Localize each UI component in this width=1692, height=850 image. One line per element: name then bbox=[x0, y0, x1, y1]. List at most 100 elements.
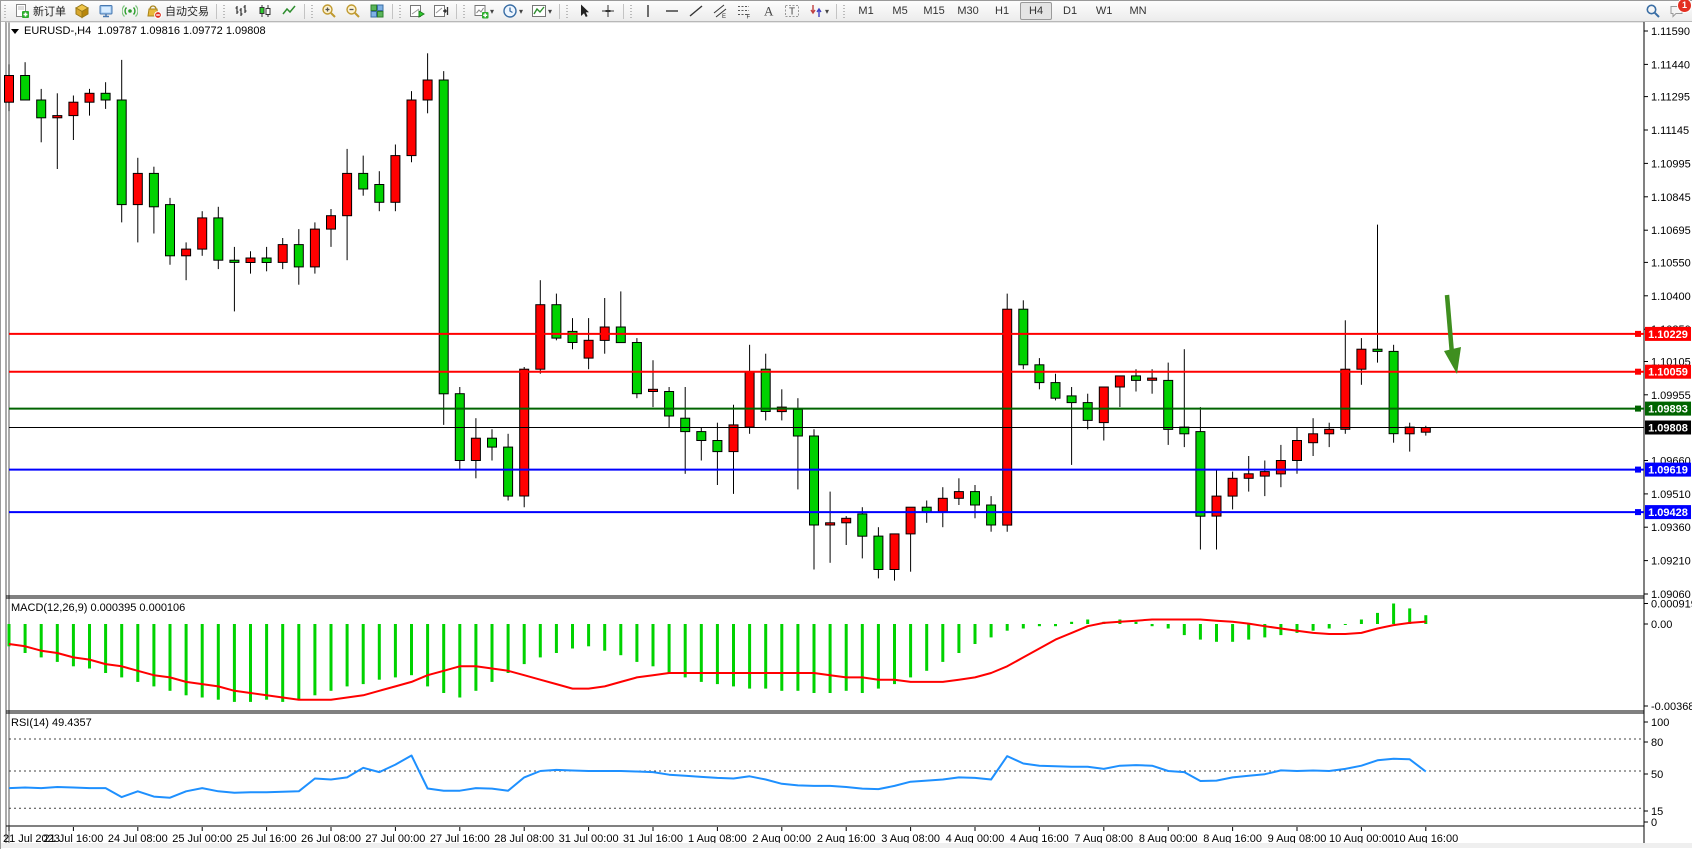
vline-button[interactable] bbox=[637, 1, 659, 21]
text-icon: A bbox=[760, 3, 776, 19]
hline-1.09428[interactable]: 1.09428 bbox=[9, 505, 1691, 520]
chart-canvas[interactable]: 1.11590 1.11440 1.11295 1.11145 1.10995 1.108… bbox=[1, 21, 1692, 850]
monitor-icon bbox=[98, 3, 114, 19]
auto-scroll-button[interactable] bbox=[406, 1, 428, 21]
notifications-button[interactable]: 1 bbox=[1666, 0, 1692, 21]
hline-1.09893[interactable]: 1.09893 bbox=[9, 401, 1691, 416]
timeframe-M30-button[interactable]: M30 bbox=[957, 5, 979, 17]
svg-text:10 Aug 00:00: 10 Aug 00:00 bbox=[1329, 833, 1394, 845]
crosshair-button[interactable] bbox=[597, 1, 619, 21]
svg-text:1.11440: 1.11440 bbox=[1651, 59, 1690, 71]
svg-text:E: E bbox=[722, 14, 726, 19]
indicators-button[interactable]: ▾ bbox=[528, 1, 555, 21]
candle-chart-button[interactable] bbox=[254, 1, 276, 21]
shapes-button[interactable]: ▾ bbox=[805, 1, 832, 21]
toolbar-separator bbox=[559, 3, 561, 19]
zoom-in-button[interactable] bbox=[318, 1, 340, 21]
symbol-collapse-icon[interactable] bbox=[11, 29, 19, 34]
indicator-icon bbox=[531, 3, 547, 19]
text-button[interactable]: A bbox=[757, 1, 779, 21]
signals-button[interactable] bbox=[119, 1, 141, 21]
hline-1.09619[interactable]: 1.09619 bbox=[9, 462, 1691, 477]
timeframe-M5-button[interactable]: M5 bbox=[892, 5, 908, 17]
hline-1.10059[interactable]: 1.10059 bbox=[9, 364, 1691, 379]
timeframe-D1-button[interactable]: D1 bbox=[1063, 5, 1078, 17]
dropdown-caret-icon[interactable]: ▾ bbox=[519, 6, 524, 16]
svg-text:9 Aug 08:00: 9 Aug 08:00 bbox=[1268, 833, 1327, 845]
text-label-icon: T bbox=[784, 3, 800, 19]
timeframe-MN-button[interactable]: MN bbox=[1129, 5, 1147, 17]
svg-text:1.11145: 1.11145 bbox=[1651, 125, 1689, 137]
chart-shift-button[interactable] bbox=[430, 1, 452, 21]
new-chart-button[interactable]: ▾ bbox=[470, 1, 497, 21]
svg-text:31 Jul 16:00: 31 Jul 16:00 bbox=[623, 833, 683, 845]
market-watch-button[interactable] bbox=[95, 1, 117, 21]
trendline-button[interactable] bbox=[685, 1, 707, 21]
toolbar-separator bbox=[216, 3, 217, 19]
svg-text:10 Aug 16:00: 10 Aug 16:00 bbox=[1393, 833, 1458, 845]
rsi-indicator-label: RSI(14) 49.4357 bbox=[11, 717, 92, 729]
timeframe-W1-button[interactable]: W1 bbox=[1095, 5, 1113, 17]
periodicity-button[interactable]: ▾ bbox=[499, 1, 526, 21]
svg-text:1.10995: 1.10995 bbox=[1651, 158, 1691, 170]
new-chart-icon bbox=[473, 3, 489, 19]
svg-text:1.09360: 1.09360 bbox=[1651, 522, 1691, 534]
hline-1.09808[interactable]: 1.09808 bbox=[9, 420, 1691, 435]
svg-text:4 Aug 16:00: 4 Aug 16:00 bbox=[1010, 833, 1069, 845]
status-strip bbox=[1, 843, 1692, 848]
metaeditor-button[interactable] bbox=[71, 1, 93, 21]
svg-text:0.00: 0.00 bbox=[1651, 619, 1672, 631]
svg-text:24 Jul 08:00: 24 Jul 08:00 bbox=[108, 833, 168, 845]
hline-button[interactable] bbox=[661, 1, 683, 21]
toolbar-grip bbox=[222, 4, 227, 18]
line-chart-icon bbox=[281, 3, 297, 19]
cursor-button[interactable] bbox=[573, 1, 595, 21]
search-icon bbox=[1645, 3, 1661, 19]
fibo-button[interactable]: F bbox=[733, 1, 755, 21]
svg-text:1.10229: 1.10229 bbox=[1648, 329, 1688, 341]
toolbar-separator bbox=[456, 3, 457, 19]
timeframe-H1-button[interactable]: H1 bbox=[995, 5, 1010, 17]
timeframe-M15-button[interactable]: M15 bbox=[923, 5, 945, 17]
bar-chart-button[interactable] bbox=[230, 1, 252, 21]
line-chart-button[interactable] bbox=[278, 1, 300, 21]
zoom-in-icon bbox=[321, 3, 337, 19]
channel-button[interactable]: E bbox=[709, 1, 731, 21]
svg-text:1.10400: 1.10400 bbox=[1651, 291, 1691, 303]
svg-text:50: 50 bbox=[1651, 769, 1663, 781]
crosshair-icon bbox=[600, 3, 616, 19]
macd-indicator-label: MACD(12,26,9) 0.000395 0.000106 bbox=[11, 602, 186, 614]
dropdown-caret-icon[interactable]: ▾ bbox=[490, 6, 495, 16]
cursor-icon bbox=[576, 3, 592, 19]
signal-icon bbox=[122, 3, 138, 19]
tile-windows-button[interactable] bbox=[366, 1, 388, 21]
zoom-out-button[interactable] bbox=[342, 1, 364, 21]
svg-text:1.11295: 1.11295 bbox=[1651, 92, 1690, 104]
dropdown-caret-icon[interactable]: ▾ bbox=[825, 6, 830, 16]
hline-1.10229[interactable]: 1.10229 bbox=[9, 326, 1691, 341]
svg-text:7 Aug 08:00: 7 Aug 08:00 bbox=[1074, 833, 1133, 845]
new-order-button[interactable]: 新订单 bbox=[11, 1, 69, 21]
svg-text:-0.003682: -0.003682 bbox=[1651, 701, 1692, 713]
svg-text:1 Aug 08:00: 1 Aug 08:00 bbox=[688, 833, 747, 845]
timeframe-M1-button[interactable]: M1 bbox=[858, 5, 874, 17]
search-button[interactable] bbox=[1642, 1, 1664, 21]
toolbar-grip bbox=[398, 4, 403, 18]
svg-text:4 Aug 00:00: 4 Aug 00:00 bbox=[946, 833, 1005, 845]
new-order-icon bbox=[14, 3, 30, 19]
chart-title: EURUSD-,H4 1.09787 1.09816 1.09772 1.098… bbox=[11, 25, 266, 37]
annotation-arrow[interactable] bbox=[1444, 294, 1461, 374]
svg-text:15: 15 bbox=[1651, 806, 1663, 818]
svg-text:A: A bbox=[764, 4, 774, 19]
svg-text:T: T bbox=[789, 7, 795, 18]
notification-badge: 1 bbox=[1677, 0, 1692, 13]
candlestick-icon bbox=[257, 3, 273, 19]
autotrading-button[interactable]: 自动交易 bbox=[143, 1, 212, 21]
clock-icon bbox=[502, 3, 518, 19]
new-order-button-label: 新订单 bbox=[33, 6, 66, 18]
dropdown-caret-icon[interactable]: ▾ bbox=[548, 6, 553, 16]
toolbar-grip bbox=[629, 4, 635, 18]
label-button[interactable]: T bbox=[781, 1, 803, 21]
toolbar-separator bbox=[623, 3, 625, 19]
timeframe-H4-button[interactable]: H4 bbox=[1020, 2, 1053, 20]
